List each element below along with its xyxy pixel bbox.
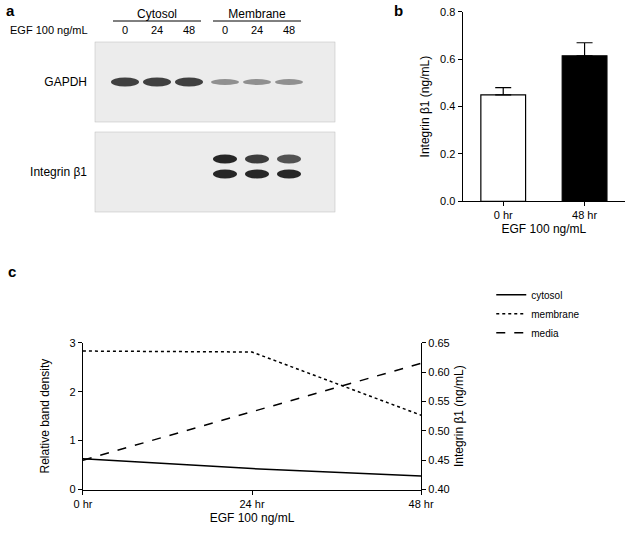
svg-text:0: 0: [122, 24, 128, 36]
svg-text:0: 0: [70, 483, 76, 495]
svg-text:a: a: [6, 2, 15, 19]
svg-text:membrane: membrane: [531, 309, 579, 320]
svg-text:1: 1: [70, 434, 76, 446]
svg-text:48: 48: [283, 24, 295, 36]
svg-text:24 hr: 24 hr: [239, 498, 264, 510]
svg-text:3: 3: [70, 337, 76, 349]
svg-text:0.65: 0.65: [428, 337, 449, 349]
svg-text:24: 24: [251, 24, 263, 36]
svg-text:c: c: [8, 263, 16, 280]
svg-text:Integrin β1 (ng/mL): Integrin β1 (ng/mL): [418, 56, 432, 158]
svg-text:0.60: 0.60: [428, 366, 449, 378]
svg-text:0.6: 0.6: [440, 53, 455, 65]
svg-text:0.2: 0.2: [440, 148, 455, 160]
svg-text:media: media: [531, 328, 559, 339]
svg-text:Integrin β1 (ng/mL): Integrin β1 (ng/mL): [452, 365, 466, 467]
svg-text:GAPDH: GAPDH: [44, 75, 87, 89]
svg-text:0.4: 0.4: [440, 100, 455, 112]
svg-text:2: 2: [70, 386, 76, 398]
svg-text:0.40: 0.40: [428, 483, 449, 495]
svg-text:24: 24: [151, 24, 163, 36]
svg-text:Membrane: Membrane: [228, 7, 286, 21]
svg-text:48 hr: 48 hr: [409, 498, 434, 510]
svg-text:b: b: [394, 2, 403, 19]
svg-text:0.55: 0.55: [428, 395, 449, 407]
svg-text:0.45: 0.45: [428, 454, 449, 466]
svg-text:Integrin β1: Integrin β1: [30, 165, 87, 179]
svg-text:EGF 100 ng/mL: EGF 100 ng/mL: [502, 222, 587, 236]
svg-text:EGF 100 ng/mL: EGF 100 ng/mL: [210, 511, 295, 525]
svg-text:Relative band density: Relative band density: [38, 359, 52, 474]
svg-text:0 hr: 0 hr: [494, 209, 513, 221]
svg-text:0 hr: 0 hr: [73, 498, 92, 510]
svg-text:0.0: 0.0: [440, 195, 455, 207]
svg-text:0.50: 0.50: [428, 425, 449, 437]
svg-text:Cytosol: Cytosol: [137, 7, 177, 21]
svg-text:48 hr: 48 hr: [572, 209, 597, 221]
svg-text:cytosol: cytosol: [531, 290, 562, 301]
svg-text:48: 48: [183, 24, 195, 36]
svg-text:EGF 100 ng/mL: EGF 100 ng/mL: [10, 24, 88, 36]
svg-text:0: 0: [222, 24, 228, 36]
svg-text:0.8: 0.8: [440, 6, 455, 18]
